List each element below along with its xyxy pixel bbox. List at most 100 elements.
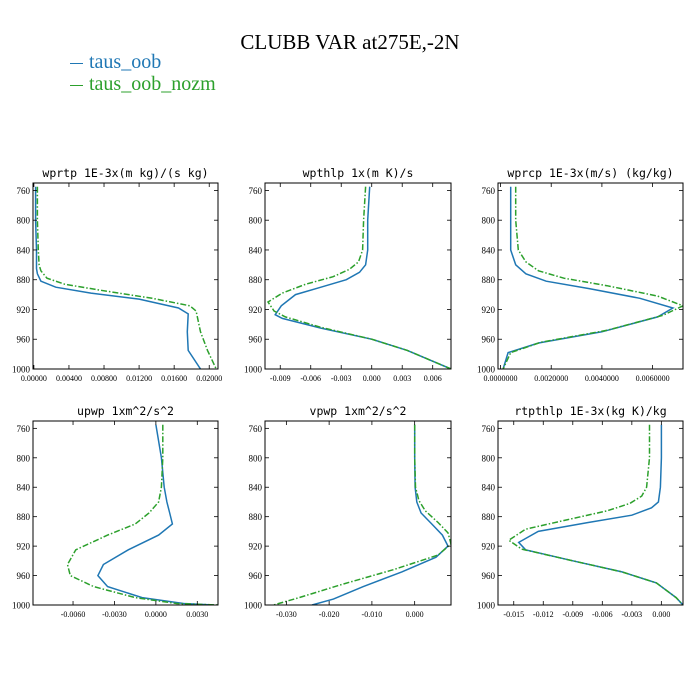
y-tick-label: 1000 — [477, 365, 496, 375]
series-line-1 — [274, 186, 451, 369]
x-tick-label: -0.0060 — [61, 610, 86, 619]
x-tick-label: 0.00000 — [21, 374, 47, 383]
x-tick-label: 0.0000 — [145, 610, 167, 619]
x-tick-label: -0.015 — [503, 610, 524, 619]
x-tick-label: 0.000 — [652, 610, 670, 619]
x-tick-label: -0.030 — [276, 610, 297, 619]
y-tick-label: 840 — [482, 245, 496, 255]
y-tick-label: 840 — [17, 245, 31, 255]
y-tick-label: 800 — [249, 453, 263, 463]
series-line-2 — [36, 186, 217, 369]
x-tick-label: 0.0040000 — [585, 374, 619, 383]
y-tick-label: 920 — [17, 305, 31, 315]
legend-label: taus_oob_nozm — [89, 73, 216, 95]
x-tick-label: -0.006 — [300, 374, 321, 383]
y-tick-label: 880 — [17, 512, 31, 522]
x-tick-label: 0.01600 — [161, 374, 187, 383]
y-tick-label: 880 — [249, 512, 263, 522]
x-tick-label: 0.00800 — [91, 374, 117, 383]
x-tick-label: 0.01200 — [126, 374, 152, 383]
y-tick-label: 920 — [249, 305, 263, 315]
y-tick-label: 960 — [17, 335, 31, 345]
y-tick-label: 880 — [482, 275, 496, 285]
plot-frame — [497, 420, 684, 606]
legend-item-taus-oob-nozm: taus_oob_nozm — [70, 73, 216, 95]
y-tick-label: 760 — [249, 424, 263, 434]
x-tick-label: 0.0030 — [186, 610, 208, 619]
series-line-2 — [502, 186, 683, 369]
legend: taus_oob taus_oob_nozm — [70, 51, 216, 95]
subplot-title: upwp 1xm^2/s^2 — [77, 404, 174, 418]
y-tick-label: 840 — [17, 483, 31, 493]
subplot-4: upwp 1xm^2/s^2 760 800 840 880 920 960 1000 -0.0… — [12, 404, 219, 619]
y-tick-label: 840 — [482, 483, 496, 493]
y-tick-label: 960 — [482, 335, 496, 345]
x-tick-label: 0.000 — [363, 374, 381, 383]
x-tick-label: -0.003 — [331, 374, 352, 383]
series-line-2 — [266, 186, 451, 369]
x-tick-label: -0.020 — [319, 610, 340, 619]
y-tick-label: 800 — [249, 216, 263, 226]
plot-frame — [264, 182, 452, 370]
y-tick-label: 1000 — [12, 365, 31, 375]
x-tick-label: -0.0030 — [102, 610, 127, 619]
y-tick-label: 800 — [17, 453, 31, 463]
y-tick-label: 920 — [249, 542, 263, 552]
y-tick-label: 880 — [17, 275, 31, 285]
y-tick-label: 760 — [482, 424, 496, 434]
series-line-1 — [311, 424, 449, 605]
subplot-3: wprcp 1E-3x(m/s) (kg/kg) 760 800 840 880 920 9… — [477, 166, 684, 383]
x-tick-label: 0.00400 — [56, 374, 82, 383]
y-tick-label: 880 — [482, 512, 496, 522]
y-tick-label: 960 — [249, 571, 263, 581]
subplot-6: rtpthlp 1E-3x(kg K)/kg 760 800 840 880 920 960… — [477, 404, 684, 619]
plot-frame — [264, 420, 452, 606]
legend-item-taus-oob: taus_oob — [70, 51, 216, 73]
y-tick-label: 920 — [17, 542, 31, 552]
series-line-1 — [97, 424, 214, 605]
y-tick-label: 920 — [482, 542, 496, 552]
x-tick-label: 0.000 — [406, 610, 424, 619]
y-tick-label: 960 — [482, 571, 496, 581]
x-tick-label: -0.003 — [621, 610, 642, 619]
legend-label: taus_oob — [89, 51, 162, 73]
subplot-title: wprcp 1E-3x(m/s) (kg/kg) — [507, 166, 673, 180]
y-tick-label: 760 — [482, 186, 496, 196]
y-tick-label: 760 — [249, 186, 263, 196]
y-tick-label: 840 — [249, 483, 263, 493]
x-tick-label: -0.009 — [562, 610, 583, 619]
subplot-1: wprtp 1E-3x(m kg)/(s kg) 760 800 840 880 920 9… — [12, 166, 222, 383]
subplot-2: wpthlp 1x(m K)/s 760 800 840 880 920 960 1000 -0… — [244, 166, 452, 383]
y-tick-label: 960 — [249, 335, 263, 345]
x-tick-label: 0.003 — [393, 374, 411, 383]
plot-frame — [497, 182, 684, 370]
subplot-title: vpwp 1xm^2/s^2 — [310, 404, 407, 418]
series-line-1 — [517, 424, 683, 605]
y-tick-label: 1000 — [477, 601, 496, 611]
y-tick-label: 800 — [17, 216, 31, 226]
y-tick-label: 960 — [17, 571, 31, 581]
x-tick-label: -0.012 — [533, 610, 554, 619]
plot-frame — [32, 182, 219, 370]
x-tick-label: 0.0000000 — [484, 374, 518, 383]
subplot-title: rtpthlp 1E-3x(kg K)/kg — [514, 404, 666, 418]
y-tick-label: 1000 — [244, 365, 263, 375]
y-tick-label: 1000 — [244, 601, 263, 611]
y-tick-label: 920 — [482, 305, 496, 315]
x-tick-label: 0.006 — [424, 374, 442, 383]
x-tick-label: -0.010 — [362, 610, 383, 619]
y-tick-label: 880 — [249, 275, 263, 285]
series-line-2 — [273, 424, 451, 605]
y-tick-label: 760 — [17, 186, 31, 196]
x-tick-label: 0.02000 — [196, 374, 222, 383]
x-tick-label: -0.006 — [592, 610, 613, 619]
x-tick-label: -0.009 — [270, 374, 291, 383]
series-line-1 — [502, 186, 675, 369]
series-line-2 — [66, 424, 218, 605]
x-tick-label: 0.0020000 — [534, 374, 568, 383]
y-tick-label: 760 — [17, 424, 31, 434]
figure-title: CLUBB VAR at275E,-2N — [240, 30, 460, 54]
y-tick-label: 800 — [482, 453, 496, 463]
subplot-title: wprtp 1E-3x(m kg)/(s kg) — [42, 166, 208, 180]
